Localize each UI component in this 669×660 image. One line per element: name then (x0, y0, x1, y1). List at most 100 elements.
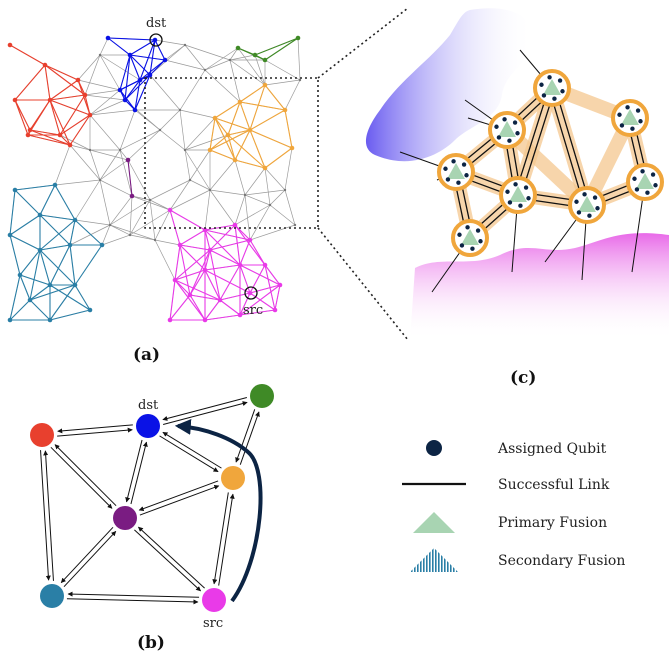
mesh-link (237, 47, 266, 86)
orange-cluster-link (227, 134, 266, 169)
orange-cluster-link (249, 129, 293, 149)
assigned-qubit (619, 123, 625, 128)
blue-cluster-node (127, 52, 133, 58)
mesh-link (149, 199, 156, 241)
orange-cluster-link (239, 84, 266, 103)
mesh-link (89, 109, 136, 116)
magenta-cluster-link (264, 264, 281, 286)
mesh-node (268, 203, 272, 207)
mesh-node (128, 233, 132, 237)
mesh-link (154, 209, 171, 241)
orange-cluster-node (262, 82, 268, 88)
dst-graph-node (136, 414, 160, 438)
primary-fusion-mark (636, 173, 654, 189)
red-cluster-link (49, 79, 79, 101)
orange-cluster-link (209, 117, 216, 151)
mesh-link (297, 37, 301, 81)
assigned-qubit (592, 195, 598, 200)
mesh-link (101, 234, 131, 246)
magenta-cluster-link (174, 249, 211, 281)
assigned-qubit (475, 228, 481, 233)
teal-cluster-link (39, 214, 76, 221)
blue-cluster-link (129, 39, 156, 56)
mesh-link (204, 189, 211, 231)
assigned-qubit (507, 138, 512, 143)
red-cluster-link (49, 99, 91, 116)
teal-cluster-link (74, 219, 103, 246)
magenta-cluster-link (204, 229, 241, 266)
mesh-link (69, 144, 101, 181)
magenta-cluster-link (189, 294, 221, 301)
mesh-link (109, 224, 156, 241)
assigned-qubit (574, 199, 579, 204)
mesh-link (204, 69, 241, 103)
magenta-cluster-node (272, 307, 278, 313)
magenta-cluster-link (189, 249, 211, 296)
magenta-cluster-node (247, 237, 253, 243)
mesh-link (54, 179, 101, 186)
mesh-node (208, 188, 212, 192)
red-cluster-link (29, 129, 71, 146)
blue-cluster-link (129, 54, 166, 61)
mesh-link (179, 69, 206, 111)
orange-cluster-link (239, 101, 286, 111)
mesh-link (254, 54, 266, 86)
magenta-cluster-link (204, 249, 211, 271)
teal-cluster-link (29, 249, 41, 301)
assigned-qubit (539, 82, 544, 87)
red-cluster-node (82, 92, 88, 98)
mesh-node (183, 148, 187, 152)
magenta-cluster-node (202, 267, 208, 273)
assigned-qubit (515, 131, 520, 136)
magenta-cluster-link (204, 269, 251, 294)
graph-edge-backward (138, 480, 219, 511)
blue-cluster-link (134, 74, 151, 111)
mesh-link (284, 79, 301, 111)
green-cluster-node (262, 57, 268, 63)
magenta-cluster-link (249, 292, 276, 311)
magenta-cluster-link (219, 299, 241, 316)
legend: Assigned Qubit Successful Link Primary F… (402, 440, 625, 572)
teal-cluster-link (9, 234, 21, 276)
mesh-link (89, 89, 121, 116)
panel-b-graph (30, 384, 274, 612)
red-graph-node (30, 423, 54, 447)
blue-cluster-node (152, 37, 158, 43)
mesh-link (164, 59, 206, 71)
mesh-node (148, 198, 152, 202)
orange-cluster-link (227, 134, 236, 161)
mesh-link (184, 149, 191, 181)
mesh-link (284, 189, 296, 226)
orange-graph-node (221, 466, 245, 490)
graph-edge-backward (218, 493, 235, 586)
red-cluster-link (59, 94, 86, 136)
mesh-link (269, 204, 296, 226)
red-cluster-node (7, 42, 13, 48)
mesh-link (184, 134, 229, 151)
red-cluster-link (44, 64, 51, 101)
teal-cluster-node (17, 272, 23, 278)
graph-edge-backward (43, 450, 54, 581)
teal-cluster-link (39, 214, 71, 246)
assigned-qubit (464, 173, 469, 178)
zoom-line-top (317, 7, 409, 79)
mesh-link (99, 179, 133, 197)
teal-cluster-node (7, 317, 13, 323)
assigned-qubit (443, 166, 448, 171)
mesh-node (228, 58, 232, 62)
mesh-link (101, 224, 111, 246)
teal-cluster-link (39, 249, 51, 286)
orange-cluster-node (247, 127, 253, 133)
purple-cluster-node (129, 193, 135, 199)
graph-edge-forward (134, 529, 201, 592)
assigned-qubit (505, 189, 510, 194)
mesh-link (179, 109, 186, 151)
mesh-link (84, 89, 121, 96)
mesh-node (293, 223, 297, 227)
red-cluster-link (29, 129, 61, 136)
magenta-cluster-link (174, 279, 206, 321)
assigned-qubit (526, 196, 531, 201)
teal-cluster-link (54, 184, 76, 221)
orange-cluster-link (249, 84, 266, 131)
orange-cluster-link (209, 134, 229, 151)
